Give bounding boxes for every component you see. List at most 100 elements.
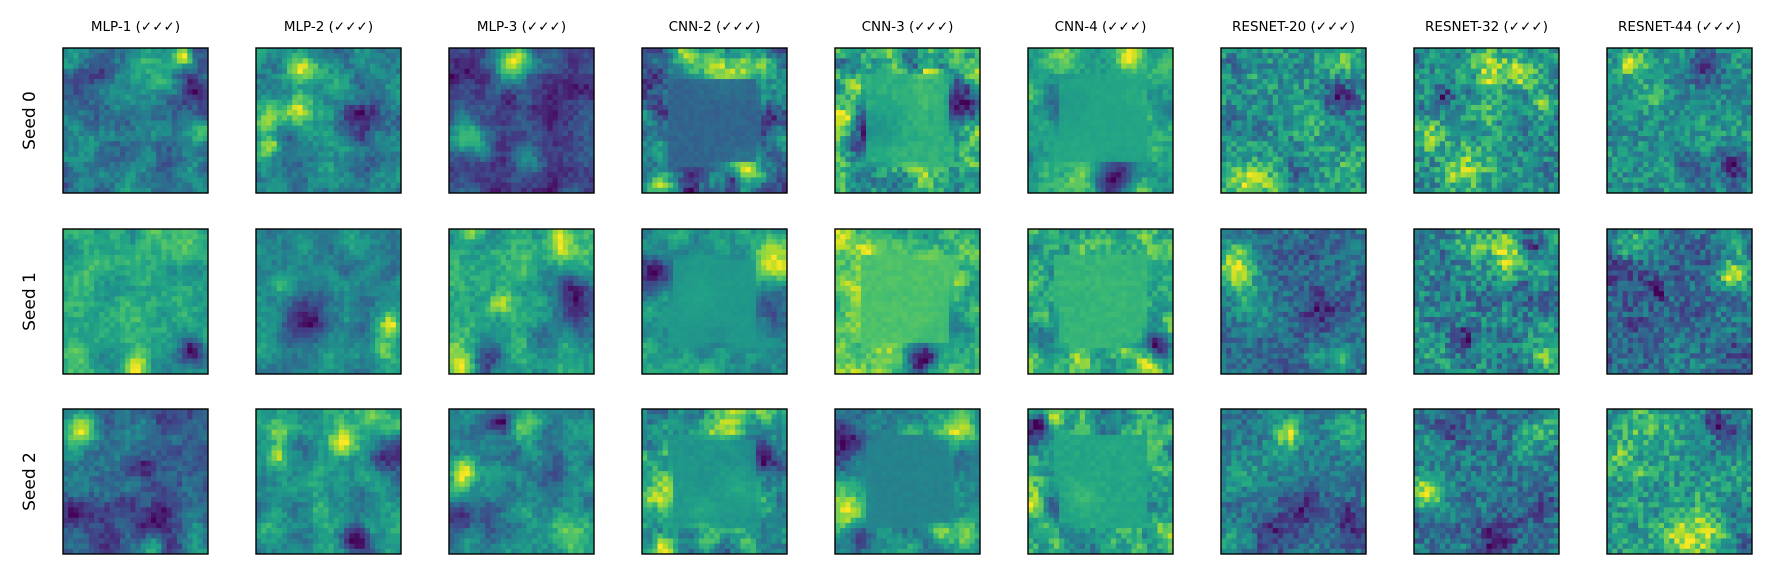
heatmap-cell [202,161,209,168]
heatmap-cell [1340,84,1346,90]
heatmap-cell [140,130,147,137]
heatmap-cell [1309,89,1315,96]
heatmap-cell [1147,187,1153,194]
heatmap-cell [740,177,746,184]
heatmap-cell [1043,58,1050,64]
heatmap-cell [109,161,116,168]
heatmap-cell [333,172,340,178]
heatmap-cell [521,130,528,137]
heatmap-cell [328,146,335,152]
heatmap-cell [897,104,903,111]
heatmap-cell [1262,63,1269,70]
heatmap-cell [1079,63,1086,70]
heatmap-cell [364,125,371,132]
heatmap-cell [1100,156,1107,163]
heatmap-cell [1360,48,1367,54]
heatmap-cell [771,94,778,101]
heatmap-cell [1355,79,1362,85]
heatmap-cell [1340,79,1346,85]
heatmap-cell [943,53,950,59]
heatmap-cell [568,177,574,184]
heatmap-cell [657,73,664,80]
heatmap-cell [902,182,908,189]
heatmap-cell [964,167,971,173]
heatmap-cell [761,120,767,127]
heatmap-cell [969,161,976,168]
heatmap-cell [526,167,533,173]
heatmap-cell [176,48,183,54]
heatmap-cell [662,136,669,142]
heatmap-cell [271,104,278,111]
heatmap-cell [375,58,381,64]
heatmap-cell [891,99,898,106]
heatmap-cell [202,63,209,70]
heatmap-cell [99,172,105,178]
heatmap-cell [855,48,862,54]
heatmap-cell [531,156,538,163]
heatmap-cell [99,79,105,85]
heatmap-cell [562,63,569,70]
heatmap-cell [480,120,486,127]
heatmap-cell [745,182,752,189]
heatmap-cell [109,141,116,147]
heatmap-cell [766,141,772,147]
heatmap-cell [891,48,898,54]
heatmap-cell [662,130,669,137]
heatmap-cell [964,94,971,101]
heatmap-cell [1100,68,1107,75]
heatmap-cell [119,177,126,184]
heatmap-cell [1141,63,1148,70]
heatmap-cell [850,161,857,168]
heatmap-cell [1309,63,1315,70]
heatmap-cell [349,58,355,64]
heatmap-cell [119,58,126,64]
heatmap-cell [307,130,314,137]
heatmap-cell [281,120,288,127]
heatmap-cell [1079,172,1086,178]
heatmap-cell [307,151,314,158]
heatmap-cell [328,125,335,132]
heatmap-cell [835,120,841,127]
heatmap-cell [948,99,955,106]
heatmap-cell [954,141,960,147]
heatmap-cell [449,48,455,54]
heatmap-cell [657,120,664,127]
heatmap-cell [333,110,340,116]
heatmap-cell [860,79,867,85]
heatmap-cell [1136,167,1143,173]
heatmap-cell [1162,84,1169,90]
heatmap-cell [959,172,965,178]
heatmap-cell [130,136,136,142]
heatmap-cell [328,73,335,80]
heatmap-cell [969,53,976,59]
heatmap-cell [449,172,455,178]
heatmap-cell [344,161,350,168]
heatmap-cell [99,73,105,80]
heatmap-cell [943,151,950,158]
heatmap-cell [459,146,465,152]
heatmap-cell [385,120,392,127]
heatmap-cell [500,115,507,121]
heatmap-cell [511,110,517,116]
heatmap-cell [292,89,298,96]
heatmap-cell [835,161,841,168]
heatmap-cell [166,104,173,111]
heatmap-cell [876,161,883,168]
heatmap-cell [156,187,162,194]
heatmap-cell [88,146,95,152]
heatmap-cell [187,115,193,121]
heatmap-cell [552,156,559,163]
heatmap-cell [568,110,574,116]
heatmap-cell [474,130,481,137]
heatmap-cell [516,58,522,64]
heatmap-cell [474,89,481,96]
heatmap-cell [969,110,976,116]
heatmap-cell [1252,79,1258,85]
heatmap-cell [287,146,293,152]
heatmap-cell [197,89,204,96]
heatmap-cell [1033,48,1039,54]
heatmap-cell [459,48,465,54]
heatmap-cell [344,141,350,147]
heatmap-cell [197,73,204,80]
heatmap-cell [730,187,736,194]
